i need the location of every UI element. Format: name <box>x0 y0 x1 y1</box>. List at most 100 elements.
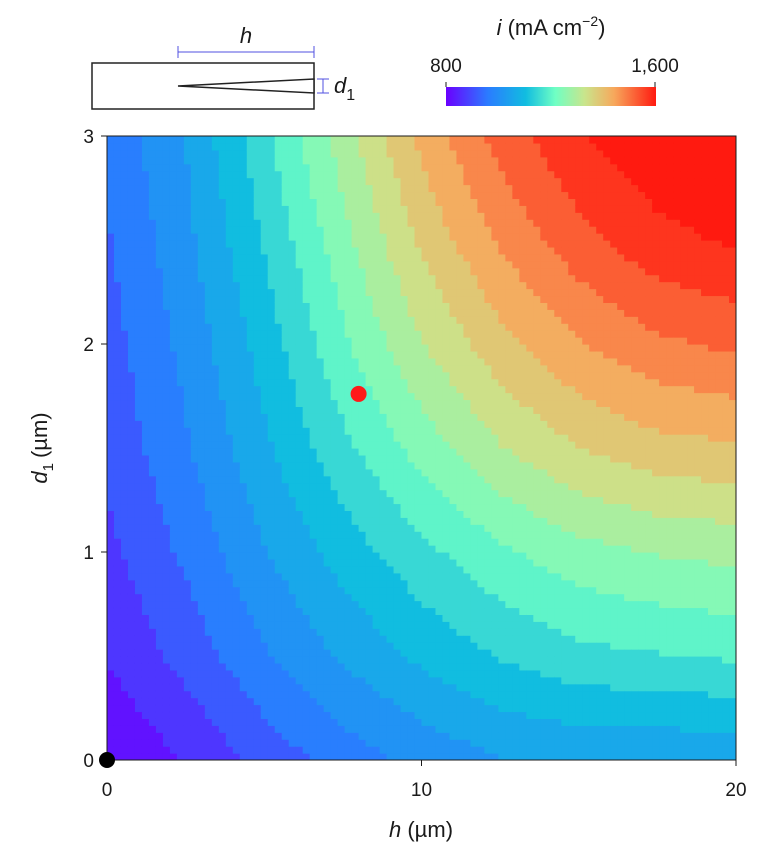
contour-cell <box>302 628 311 636</box>
contour-cell <box>155 718 164 726</box>
contour-cell <box>309 621 318 629</box>
contour-cell <box>204 649 213 657</box>
contour-cell <box>120 524 129 532</box>
contour-cell <box>225 656 234 664</box>
contour-cell <box>456 732 465 740</box>
contour-cell <box>197 489 206 498</box>
contour-cell <box>162 309 171 317</box>
contour-cell <box>449 420 458 428</box>
contour-cell <box>176 267 185 276</box>
contour-cell <box>372 475 381 484</box>
contour-cell <box>323 614 332 622</box>
contour-cell <box>176 427 185 435</box>
contour-cell <box>421 427 430 435</box>
contour-cell <box>225 212 234 220</box>
contour-cell <box>484 399 492 407</box>
contour-cell <box>435 468 444 477</box>
contour-cell <box>407 642 416 650</box>
contour-cell <box>162 420 171 428</box>
contour-cell <box>288 628 297 636</box>
contour-cell <box>176 503 185 511</box>
contour-cell <box>120 240 129 248</box>
contour-cell <box>295 558 304 567</box>
contour-cell <box>337 482 346 491</box>
contour-cell <box>393 510 402 518</box>
contour-cell <box>134 461 143 470</box>
contour-cell <box>365 427 374 435</box>
contour-cell <box>281 572 290 581</box>
contour-cell <box>267 621 276 629</box>
contour-cell <box>379 579 388 588</box>
contour-cell <box>456 690 465 699</box>
contour-cell <box>365 371 374 380</box>
contour-cell <box>449 642 458 650</box>
contour-cell <box>190 219 199 227</box>
contour-cell <box>337 219 346 227</box>
contour-cell <box>393 337 402 345</box>
contour-cell <box>407 350 416 359</box>
contour-cell <box>113 371 122 380</box>
contour-cell <box>449 482 458 491</box>
contour-cell <box>379 136 388 144</box>
contour-cell <box>428 330 437 338</box>
contour-cell <box>386 746 395 754</box>
contour-cell <box>232 350 241 359</box>
contour-cell <box>344 746 353 754</box>
contour-cell <box>176 399 185 407</box>
contour-cell <box>134 267 143 276</box>
colorbar-max-label: 1,600 <box>631 56 679 77</box>
contour-cell <box>365 732 374 740</box>
contour-cell <box>218 170 227 179</box>
contour-cell <box>246 136 255 144</box>
contour-cell <box>134 482 143 491</box>
contour-cell <box>435 205 444 213</box>
contour-cell <box>120 267 129 276</box>
contour-cell <box>351 732 360 740</box>
contour-cell <box>127 427 136 435</box>
contour-cell <box>190 309 199 317</box>
contour-cell <box>449 385 458 394</box>
contour-cell <box>435 697 444 706</box>
contour-cell <box>211 323 220 331</box>
contour-cell <box>218 510 227 518</box>
contour-cell <box>393 163 402 172</box>
contour-cell <box>463 454 472 463</box>
contour-cell <box>148 295 157 303</box>
contour-cell <box>197 593 206 602</box>
contour-cell <box>407 496 416 505</box>
contour-cell <box>358 371 367 380</box>
contour-cell <box>491 739 499 747</box>
contour-cell <box>330 635 339 643</box>
contour-cell <box>190 635 199 643</box>
contour-cell <box>295 219 304 227</box>
contour-cell <box>302 468 311 477</box>
contour-cell <box>155 468 164 477</box>
contour-cell <box>225 246 234 255</box>
contour-cell <box>309 364 318 373</box>
contour-cell <box>155 676 164 685</box>
contour-cell <box>162 676 171 685</box>
contour-cell <box>372 656 381 664</box>
contour-cell <box>288 184 297 193</box>
contour-cell <box>449 600 458 609</box>
contour-cell <box>183 323 192 331</box>
contour-cell <box>253 385 262 394</box>
contour-cell <box>484 690 492 699</box>
contour-cell <box>183 475 192 484</box>
contour-cell <box>358 593 367 602</box>
contour-cell <box>316 309 325 317</box>
contour-cell <box>351 468 360 477</box>
contour-cell <box>309 350 318 359</box>
contour-cell <box>316 510 325 518</box>
contour-cell <box>365 448 374 456</box>
contour-cell <box>463 281 472 290</box>
contour-cell <box>253 579 262 588</box>
contour-cell <box>386 399 395 407</box>
contour-cell <box>169 468 178 477</box>
contour-cell <box>470 406 479 414</box>
contour-cell <box>386 302 395 310</box>
contour-cell <box>225 392 234 401</box>
contour-cell <box>176 205 185 213</box>
contour-cell <box>351 711 360 719</box>
contour-cell <box>351 434 360 442</box>
